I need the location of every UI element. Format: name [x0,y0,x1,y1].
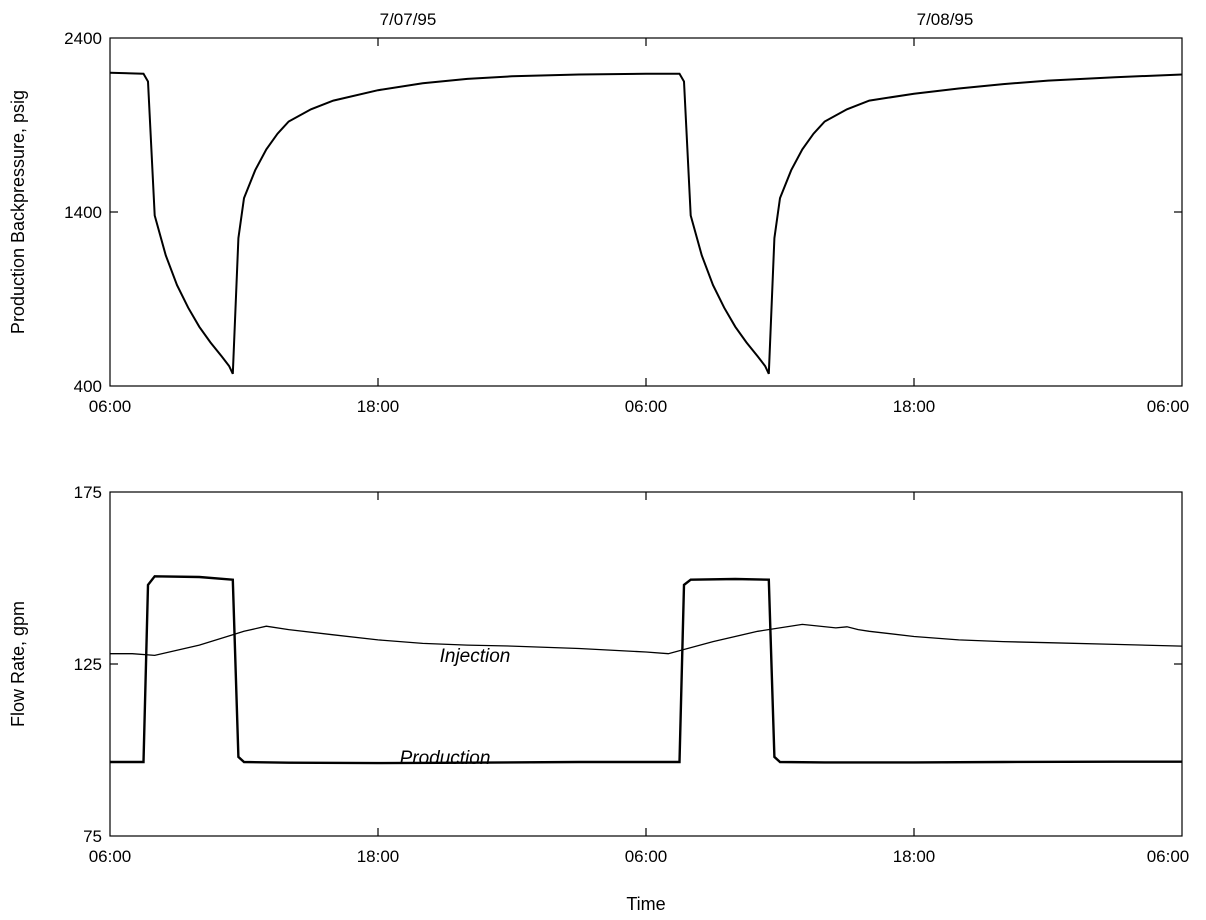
plot-frame-top [109,37,1183,387]
tick-marks-bottom [110,492,1182,836]
x-tick-label-bottom-3: 18:00 [893,847,936,866]
y-axis-title-top: Production Backpressure, psig [8,90,28,334]
series-line-injection [110,623,1183,657]
series-label-injection: Injection [440,646,511,667]
x-tick-label-bottom-4: 06:00 [1147,847,1190,866]
backpressure-chart: 7/07/95 7/08/95 2400 1400 400 06:00 18:0… [8,10,1189,416]
top-date-label-2: 7/08/95 [917,10,974,29]
x-tick-label-top-2: 06:00 [625,397,668,416]
y-tick-label-top-400: 400 [74,377,102,396]
y-tick-label-top-2400: 2400 [64,29,102,48]
flow-rate-chart: 175 125 75 06:00 18:00 06:00 18:00 06:00… [8,483,1189,914]
y-tick-label-top-1400: 1400 [64,203,102,222]
y-tick-label-bottom-175: 175 [74,483,102,502]
y-axis-title-bottom: Flow Rate, gpm [8,601,28,727]
x-tick-label-top-3: 18:00 [893,397,936,416]
x-tick-label-top-1: 18:00 [357,397,400,416]
top-date-label-1: 7/07/95 [380,10,437,29]
y-tick-label-bottom-75: 75 [83,827,102,846]
x-tick-label-top-4: 06:00 [1147,397,1190,416]
x-tick-label-bottom-1: 18:00 [357,847,400,866]
series-line-backpressure [109,71,1183,375]
x-tick-label-bottom-2: 06:00 [625,847,668,866]
y-tick-label-bottom-125: 125 [74,655,102,674]
x-tick-label-top-0: 06:00 [89,397,132,416]
plot-frame-bottom [109,491,1183,837]
x-tick-label-bottom-0: 06:00 [89,847,132,866]
series-line-production [110,575,1182,765]
series-label-production: Production [400,748,491,769]
x-axis-title: Time [626,894,665,914]
tick-marks-top [110,38,1182,386]
